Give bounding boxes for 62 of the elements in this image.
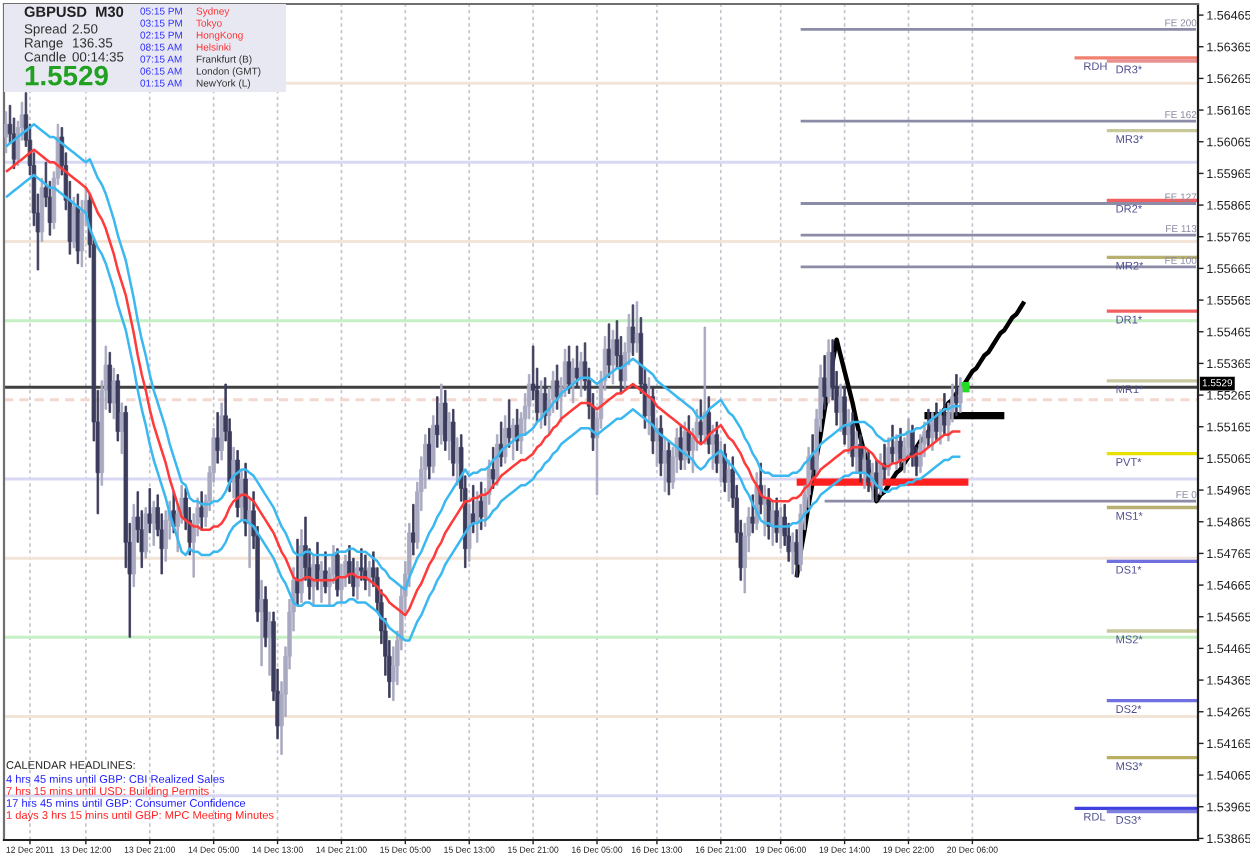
candlestick: [427, 427, 432, 480]
candlestick: [822, 355, 827, 410]
candlestick: [506, 399, 512, 448]
candlestick: [478, 481, 484, 531]
candlestick: [698, 399, 704, 445]
candlestick: [502, 415, 508, 464]
candlestick: [790, 532, 795, 575]
line-series: [794, 299, 1027, 580]
candlestick: [842, 386, 847, 445]
candlestick: [219, 402, 224, 461]
candlestick: [439, 383, 444, 445]
candlestick: [107, 351, 113, 413]
candlestick: [934, 402, 939, 442]
candlestick: [794, 529, 799, 578]
candlestick: [726, 459, 731, 502]
candlestick: [231, 446, 236, 499]
candlestick: [319, 560, 324, 603]
candlestick: [111, 367, 117, 420]
candlestick: [770, 500, 775, 546]
candlestick: [451, 408, 456, 477]
candlestick: [443, 389, 448, 451]
candlestick: [958, 377, 963, 413]
candlestick: [838, 383, 843, 432]
candlestick: [826, 339, 831, 404]
candlestick: [263, 586, 268, 648]
candlestick: [954, 374, 959, 417]
candlestick: [666, 440, 672, 496]
candlestick: [131, 503, 136, 588]
candlestick: [315, 541, 320, 591]
candlestick: [151, 500, 156, 546]
candlestick: [630, 304, 636, 356]
candlestick: [367, 560, 372, 597]
candlestick: [431, 415, 436, 474]
candlestick: [662, 437, 668, 493]
candlestick: [566, 345, 572, 394]
candlestick: [147, 488, 152, 534]
candlestick: [554, 364, 560, 410]
candlestick: [299, 529, 304, 603]
candlestick: [538, 380, 544, 429]
candlestick: [467, 503, 472, 562]
annotation: 1.5529: [25, 65, 108, 86]
candlestick: [143, 507, 148, 559]
candlestick: [890, 424, 895, 464]
candlestick: [259, 579, 264, 667]
candlestick: [215, 412, 220, 464]
candlestick: [355, 560, 360, 600]
candlestick: [455, 437, 460, 486]
candlestick: [471, 484, 476, 534]
candlestick: [39, 177, 45, 242]
candlestick: [435, 396, 440, 448]
candlestick: [267, 611, 272, 676]
candlestick: [247, 497, 252, 569]
candlestick: [71, 196, 77, 249]
candlestick: [75, 193, 81, 265]
candlestick: [119, 402, 125, 455]
candlestick: [658, 415, 664, 477]
candlestick: [702, 326, 708, 445]
candlestick: [510, 418, 516, 461]
candlestick: [447, 412, 452, 461]
candlestick: [115, 374, 121, 442]
candlestick: [411, 503, 416, 556]
candlestick: [634, 301, 640, 353]
